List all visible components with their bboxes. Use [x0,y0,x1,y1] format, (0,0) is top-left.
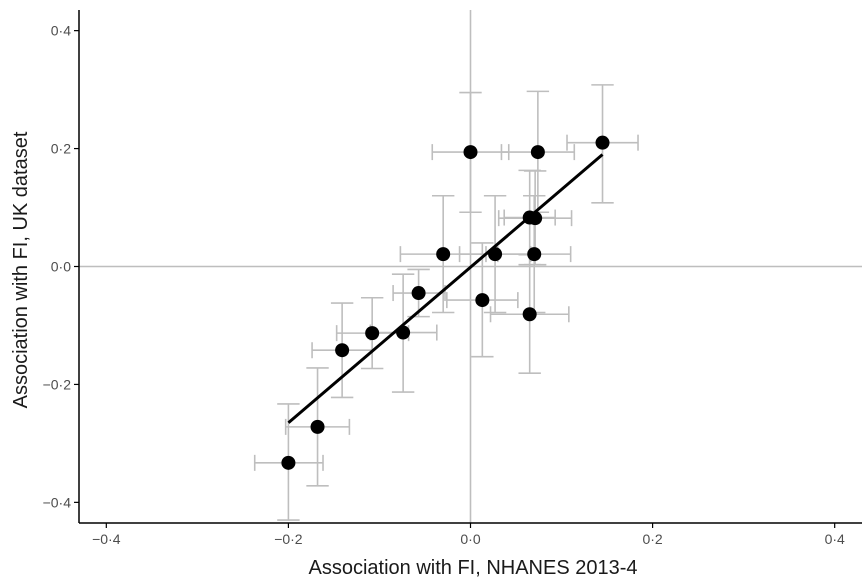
x-tick-label: −0·4 [92,531,121,547]
y-tick-label: 0·4 [51,23,71,39]
data-point-16 [595,135,610,150]
data-point-14 [528,211,543,226]
error-bars [253,84,639,521]
data-point-1 [281,455,296,470]
data-point-15 [530,145,545,160]
fit-line-group [287,153,604,424]
data-point-5 [396,325,411,340]
y-tick-label: −0·2 [43,376,72,392]
x-tick-label: 0·2 [642,531,662,547]
x-axis-ticks: −0·4 −0·2 0·0 0·2 0·4 [92,523,845,547]
data-point-2 [310,419,325,434]
data-point-12 [522,307,537,322]
y-axis-ticks: −0·4 −0·2 0·0 0·2 0·4 [43,23,79,510]
y-tick-label: −0·4 [43,494,72,510]
x-tick-label: −0·2 [274,531,303,547]
x-axis-title: Association with FI, NHANES 2013-4 [308,557,637,579]
data-point-8 [463,145,478,160]
data-point-4 [365,326,380,341]
y-axis-title: Association with FI, UK dataset [10,131,32,408]
y-tick-label: 0·0 [51,259,71,275]
data-point-9 [475,293,490,308]
data-point-10 [488,247,503,262]
data-point-3 [335,343,350,358]
data-points [281,135,610,470]
fit-line [287,153,604,424]
data-point-13 [527,247,542,262]
y-tick-label: 0·2 [51,141,71,157]
x-tick-label: 0·4 [825,531,845,547]
data-point-6 [411,286,426,301]
data-point-7 [436,247,451,262]
x-tick-label: 0·0 [460,531,480,547]
